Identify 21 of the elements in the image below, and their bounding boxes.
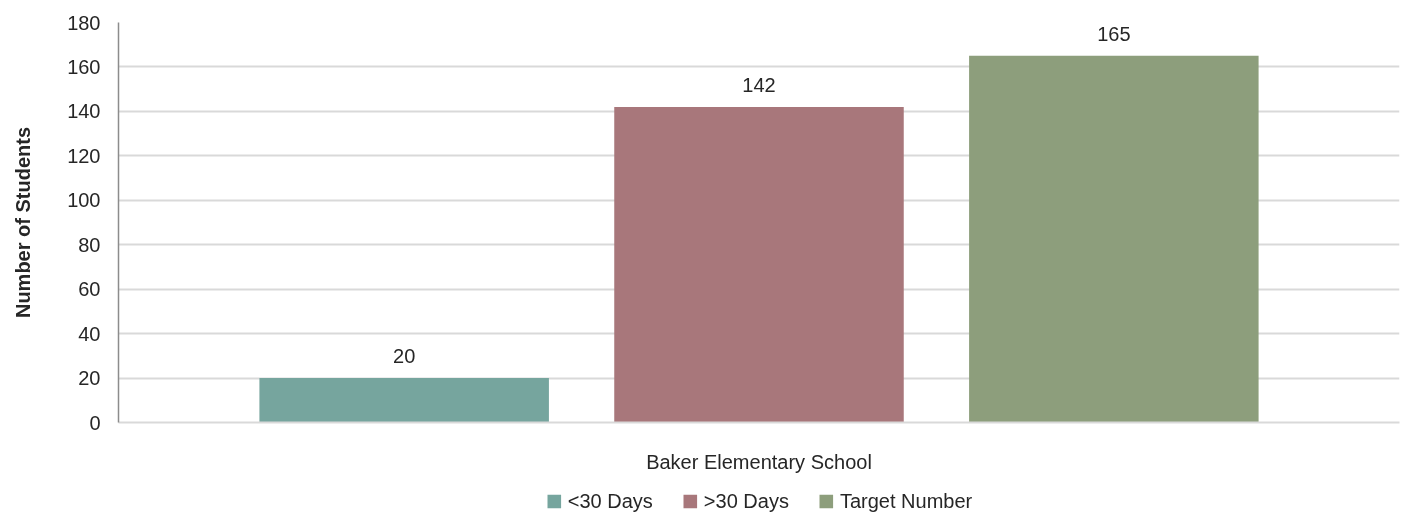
y-tick-label: 120 — [67, 144, 101, 167]
bar — [259, 378, 549, 423]
y-tick-label: 20 — [78, 367, 101, 390]
y-tick-label: 160 — [67, 55, 101, 78]
legend-label: >30 Days — [703, 489, 789, 512]
y-tick-label: 60 — [78, 278, 101, 301]
y-tick-label: 0 — [89, 411, 101, 434]
x-tick-label: Baker Elementary School — [646, 450, 872, 473]
data-label: 142 — [742, 73, 776, 96]
data-label: 20 — [393, 345, 416, 368]
data-label: 165 — [1097, 22, 1131, 45]
y-tick-label: 80 — [78, 233, 101, 256]
y-tick-label: 180 — [67, 11, 101, 34]
y-tick-label: 140 — [67, 100, 101, 123]
bar — [614, 106, 904, 423]
y-axis-title: Number of Students — [12, 126, 35, 319]
legend-label: Target Number — [839, 489, 973, 512]
y-tick-label: 100 — [67, 189, 101, 212]
y-tick-label: 40 — [78, 322, 101, 345]
legend-label: <30 Days — [567, 489, 653, 512]
bar — [969, 55, 1259, 423]
